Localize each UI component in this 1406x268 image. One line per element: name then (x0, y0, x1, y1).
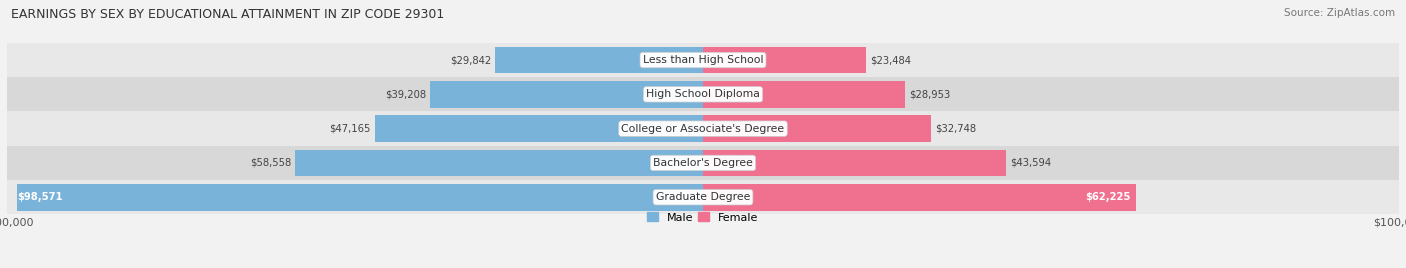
Bar (7, 77, 1399, 111)
Text: $39,208: $39,208 (385, 89, 426, 99)
Bar (375, 115, 703, 142)
Bar (7, 43, 1399, 77)
Bar (430, 81, 703, 108)
Text: $23,484: $23,484 (870, 55, 911, 65)
Text: Less than High School: Less than High School (643, 55, 763, 65)
Bar (7, 180, 1399, 214)
Text: Source: ZipAtlas.com: Source: ZipAtlas.com (1284, 8, 1395, 18)
Bar (703, 47, 866, 73)
Text: $32,748: $32,748 (935, 124, 976, 134)
Text: $29,842: $29,842 (450, 55, 491, 65)
Bar (7, 111, 1399, 146)
Text: High School Diploma: High School Diploma (647, 89, 759, 99)
Text: $58,558: $58,558 (250, 158, 291, 168)
Text: Graduate Degree: Graduate Degree (655, 192, 751, 202)
Text: $98,571: $98,571 (17, 192, 63, 202)
Bar (295, 150, 703, 176)
Text: $62,225: $62,225 (1085, 192, 1130, 202)
Text: $43,594: $43,594 (1011, 158, 1052, 168)
Bar (703, 184, 1136, 211)
Text: College or Associate's Degree: College or Associate's Degree (621, 124, 785, 134)
Bar (17, 184, 703, 211)
Text: Bachelor's Degree: Bachelor's Degree (652, 158, 754, 168)
Legend: Male, Female: Male, Female (647, 212, 759, 222)
Bar (703, 115, 931, 142)
Text: $28,953: $28,953 (908, 89, 950, 99)
Bar (703, 81, 904, 108)
Bar (495, 47, 703, 73)
Bar (7, 146, 1399, 180)
Text: $47,165: $47,165 (329, 124, 371, 134)
Text: EARNINGS BY SEX BY EDUCATIONAL ATTAINMENT IN ZIP CODE 29301: EARNINGS BY SEX BY EDUCATIONAL ATTAINMEN… (11, 8, 444, 21)
Bar (703, 150, 1007, 176)
